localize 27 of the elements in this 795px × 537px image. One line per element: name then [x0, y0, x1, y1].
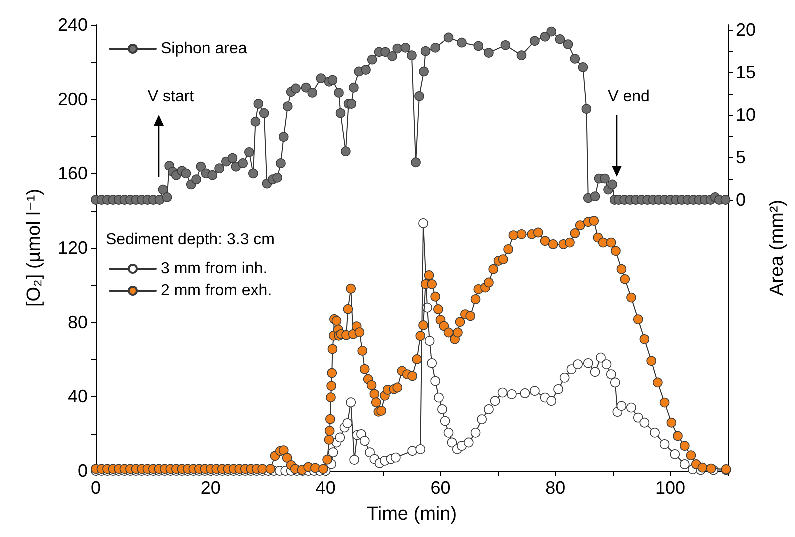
- y2-tick-label: 5: [736, 148, 746, 168]
- x-axis-title: Time (min): [366, 504, 458, 525]
- y-tick-label: 40: [68, 386, 88, 407]
- x-tick-label: 0: [90, 478, 102, 498]
- y2-tick-label: 0: [736, 190, 746, 210]
- x-tick-label: 20: [200, 478, 221, 498]
- annotation: V start: [148, 88, 195, 106]
- y-axis-title: [O₂] (µmol l⁻¹): [24, 188, 45, 308]
- y-tick-label: 80: [68, 312, 88, 332]
- legend-label: 2 mm from exh.: [161, 282, 272, 300]
- y-tick-label: 0: [78, 461, 88, 481]
- y2-axis-title: Area (mm²): [767, 200, 788, 296]
- x-tick-label: 80: [546, 478, 566, 498]
- x-tick-label: 40: [316, 478, 336, 498]
- y-tick-label: 200: [58, 89, 88, 110]
- y-tick-label: 240: [58, 15, 88, 35]
- y2-tick-label: 10: [736, 105, 756, 126]
- x-tick-label: 60: [430, 478, 451, 498]
- x-tick-label: 100: [656, 478, 686, 498]
- legend-title: Sediment depth: 3.3 cm: [106, 232, 275, 248]
- y2-tick-label: 15: [736, 62, 756, 83]
- y2-tick-label: 20: [736, 20, 756, 40]
- y-tick-label: 160: [58, 164, 88, 184]
- y-tick-label: 120: [58, 238, 88, 258]
- legend-label: 3 mm from inh.: [161, 260, 268, 278]
- legend-label: Siphon area: [161, 40, 248, 58]
- annotation: V end: [608, 88, 650, 106]
